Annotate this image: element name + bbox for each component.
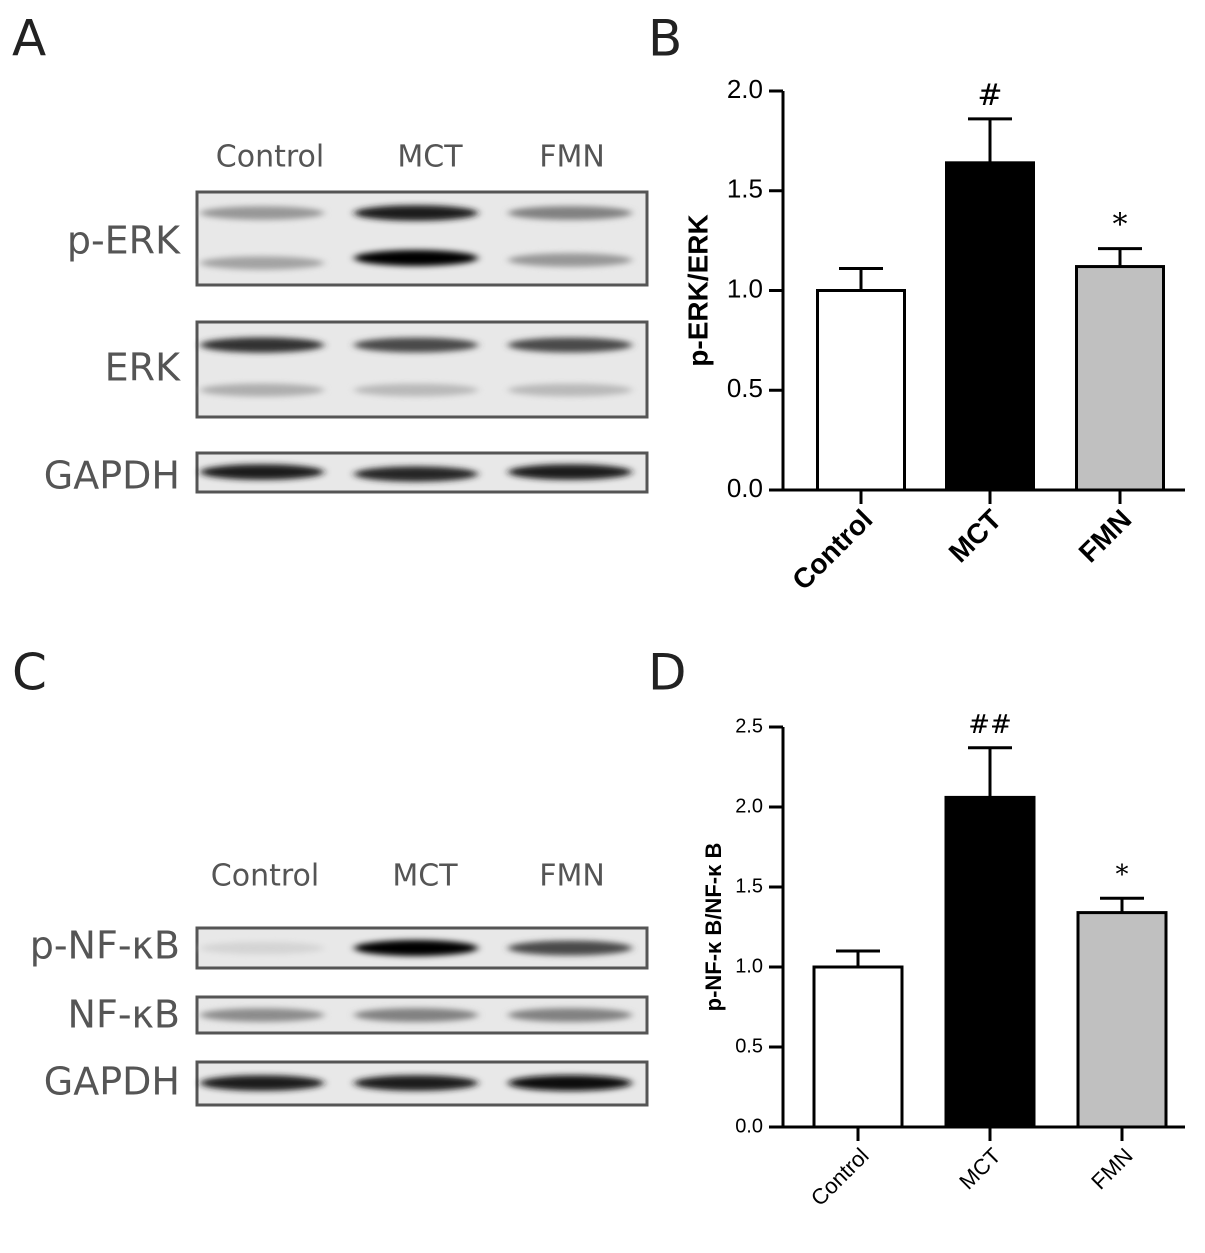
blot-band <box>200 1008 324 1022</box>
y-tick-label: 0.0 <box>727 473 763 503</box>
significance-label: * <box>1116 860 1129 890</box>
blot-band <box>200 337 324 353</box>
y-tick-label: 2.0 <box>735 795 763 817</box>
blot-band <box>200 464 324 480</box>
y-axis-label: p-ERK/ERK <box>682 214 713 366</box>
row-label: GAPDH <box>44 1060 180 1104</box>
y-axis-label: p-NF-κ B/NF-κ B <box>701 843 726 1012</box>
blot-band <box>508 383 632 397</box>
blot-band <box>354 940 478 956</box>
blot-band <box>354 383 478 397</box>
blot-background <box>195 320 649 419</box>
y-tick-label: 0.5 <box>727 373 763 403</box>
lane-label: Control <box>211 859 319 894</box>
row-label: GAPDH <box>44 454 180 498</box>
blot-band <box>354 250 478 266</box>
bar <box>1076 911 1168 1129</box>
blot-band <box>508 940 632 956</box>
blot-band <box>200 1075 324 1091</box>
lane-label: Control <box>216 140 324 175</box>
y-tick-label: 2.0 <box>727 74 763 104</box>
y-tick-label: 0.5 <box>735 1035 763 1057</box>
blot-band <box>508 206 632 220</box>
row-label: p-ERK <box>67 219 181 263</box>
y-tick-label: 0.0 <box>735 1115 763 1137</box>
significance-label: # <box>977 78 1002 113</box>
lane-label: MCT <box>392 859 458 894</box>
blot-band <box>354 205 478 221</box>
blot-band <box>200 383 324 397</box>
blot-band <box>508 464 632 480</box>
blot-band <box>354 1075 478 1091</box>
blot-band <box>508 337 632 353</box>
y-tick-label: 1.5 <box>727 174 763 204</box>
significance-label: ## <box>968 710 1012 740</box>
panel-label: A <box>12 10 46 68</box>
panel-label: C <box>12 644 47 702</box>
lane-label: FMN <box>539 140 605 175</box>
significance-label: * <box>1113 208 1128 243</box>
lane-label: MCT <box>397 140 463 175</box>
row-label: NF-κB <box>68 993 180 1037</box>
bar <box>812 965 904 1129</box>
blot-band <box>200 206 324 220</box>
blot-band <box>354 1008 478 1022</box>
blot-band <box>354 466 478 482</box>
y-tick-label: 1.0 <box>735 955 763 977</box>
blot-band <box>508 1008 632 1022</box>
panel-label: B <box>648 10 682 68</box>
y-tick-label: 2.5 <box>735 715 763 737</box>
y-tick-label: 1.5 <box>735 875 763 897</box>
panel-label: D <box>648 644 687 702</box>
bar <box>1075 265 1165 492</box>
row-label: p-NF-κB <box>30 924 180 968</box>
y-tick-label: 1.0 <box>727 273 763 303</box>
blot-band <box>354 337 478 353</box>
bar <box>944 795 1036 1129</box>
bar <box>816 289 906 492</box>
blot-band <box>200 256 324 270</box>
blot-band <box>200 941 324 955</box>
blot-band <box>508 1075 632 1091</box>
row-label: ERK <box>105 346 181 390</box>
lane-label: FMN <box>539 859 605 894</box>
bar <box>945 161 1035 492</box>
blot-band <box>508 253 632 267</box>
